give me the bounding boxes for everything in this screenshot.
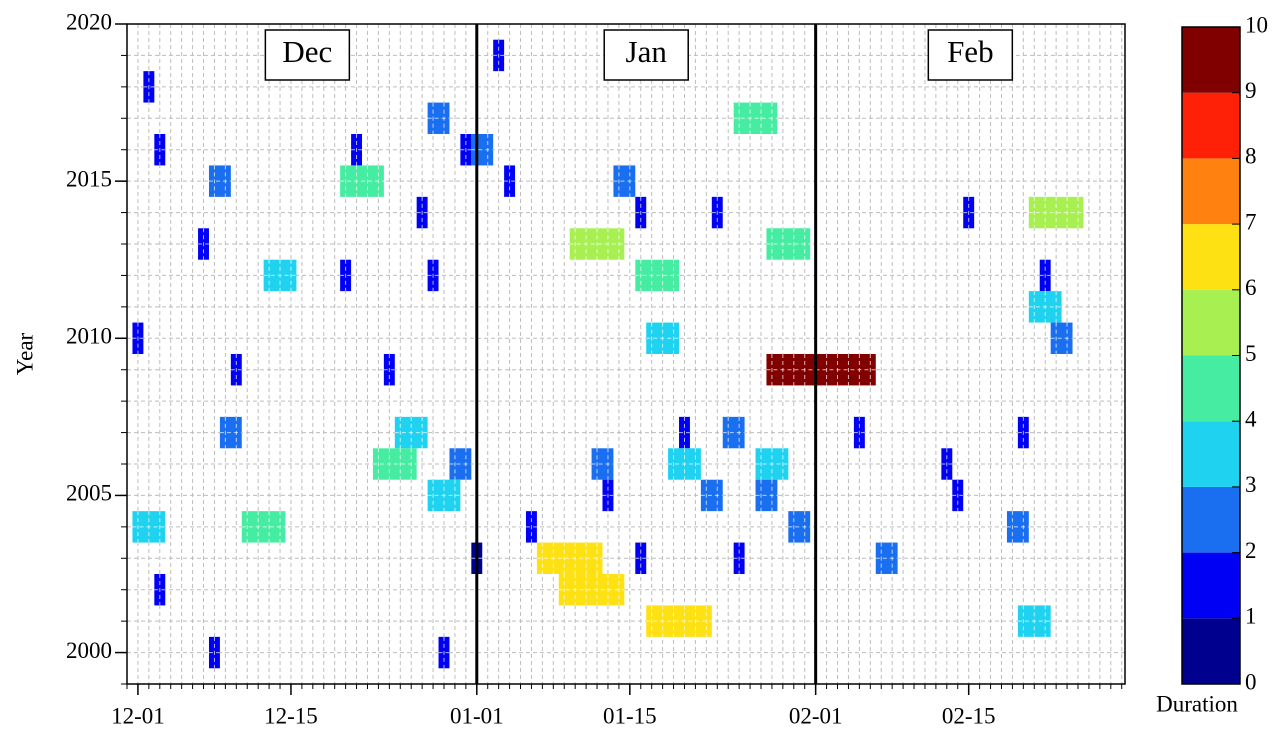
month-label: Dec: [282, 34, 332, 69]
colorbar-tick-label: 3: [1245, 472, 1257, 497]
month-label-box: [603, 29, 689, 81]
y-axis-label: Year: [12, 332, 37, 375]
month-label: Jan: [626, 34, 668, 69]
colorbar-tick-label: 8: [1245, 144, 1257, 169]
colorbar-tick-label: 5: [1245, 341, 1257, 366]
colorbar-segment: [1182, 486, 1240, 553]
y-tick-label: 2010: [66, 324, 112, 349]
colorbar-tick-label: 1: [1245, 604, 1257, 629]
x-tick-label: 01-15: [603, 703, 657, 728]
x-tick-label: 02-01: [789, 703, 843, 728]
colorbar-tick-label: 9: [1245, 78, 1257, 103]
colorbar-tick-label: 0: [1245, 669, 1257, 694]
colorbar-segment: [1182, 92, 1240, 159]
month-label-box: [927, 29, 1014, 81]
y-tick-label: 2005: [66, 481, 112, 506]
colorbar-tick-label: 4: [1245, 406, 1257, 431]
month-label-box: [264, 29, 351, 81]
x-tick-label: 02-15: [942, 703, 996, 728]
y-tick-label: 2000: [66, 638, 112, 663]
colorbar-tick-label: 7: [1245, 209, 1257, 234]
x-tick-label: 01-01: [450, 703, 504, 728]
colorbar-segment: [1182, 355, 1240, 422]
colorbar-tick-label: 10: [1245, 12, 1268, 37]
colorbar-segment: [1182, 224, 1240, 290]
plot-frame: [126, 23, 1126, 685]
colorbar-tick-label: 6: [1245, 275, 1257, 300]
colorbar-segment: [1182, 421, 1240, 487]
colorbar-label: Duration: [1156, 691, 1238, 716]
colorbar-segment: [1182, 552, 1240, 619]
month-label: Feb: [947, 34, 994, 69]
colorbar-segment: [1182, 27, 1240, 93]
y-tick-label: 2020: [66, 9, 112, 34]
colorbar-segment: [1182, 618, 1240, 684]
x-tick-label: 12-01: [111, 703, 165, 728]
x-tick-label: 12-15: [264, 703, 318, 728]
colorbar-segment: [1182, 158, 1240, 225]
colorbar-tick-label: 2: [1245, 538, 1257, 563]
y-tick-label: 2015: [66, 166, 112, 191]
colorbar-segment: [1182, 289, 1240, 356]
